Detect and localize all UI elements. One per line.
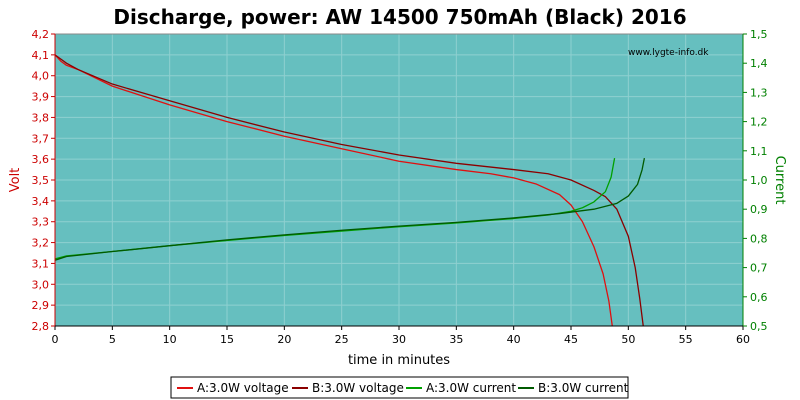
y-left-tick-label-8: 3,6 — [32, 153, 50, 166]
y-left-tick-label-6: 3,4 — [32, 195, 50, 208]
legend-item-b-voltage: B:3.0W voltage — [292, 381, 404, 395]
y-left-tick-label-0: 2,8 — [32, 320, 50, 333]
y-left-tick-label-7: 3,5 — [32, 174, 50, 187]
y-right-tick-label-6: 1,1 — [750, 145, 768, 158]
series-layer — [54, 54, 646, 327]
x-tick-label-8: 40 — [507, 333, 521, 346]
y-right-tick-label-7: 1,2 — [750, 116, 768, 129]
y-left-tick-label-3: 3,1 — [32, 257, 50, 270]
x-tick-label-1: 5 — [109, 333, 116, 346]
y-left-tick-label-10: 3,8 — [32, 111, 50, 124]
series-line-b-current — [54, 157, 646, 261]
legend-item-a-voltage: A:3.0W voltage — [177, 381, 289, 395]
y-right-tick-label-2: 0,7 — [750, 262, 768, 275]
y-right-tick-label-10: 1,5 — [750, 28, 768, 41]
y-right-tick-label-4: 0,9 — [750, 203, 768, 216]
y-right-tick-label-1: 0,6 — [750, 291, 768, 304]
legend-box — [170, 376, 629, 399]
x-tick-label-4: 20 — [277, 333, 291, 346]
axis-ticks: 0 5 10 15 20 25 30 35 40 45 50 55 60 2,8 2,9 3,0 3,1 3,2 3… — [32, 28, 768, 346]
y-axis-title-left: Volt — [8, 168, 23, 193]
legend-label-b-voltage: B:3.0W voltage — [312, 381, 404, 395]
y-right-tick-label-0: 0,5 — [750, 320, 768, 333]
legend-item-b-current: B:3.0W current — [518, 381, 629, 395]
y-right-tick-label-5: 1,0 — [750, 174, 768, 187]
x-tick-label-2: 10 — [163, 333, 177, 346]
legend-label-a-voltage: A:3.0W voltage — [197, 381, 289, 395]
y-right-tick-label-9: 1,4 — [750, 57, 768, 70]
y-axis-title-right: Current — [772, 156, 787, 205]
x-axis-title: time in minutes — [348, 353, 450, 368]
y-left-tick-label-9: 3,7 — [32, 132, 50, 145]
x-tick-label-6: 30 — [392, 333, 406, 346]
legend-label-a-current: A:3.0W current — [426, 381, 516, 395]
x-tick-label-10: 50 — [621, 333, 635, 346]
x-tick-label-5: 25 — [335, 333, 349, 346]
chart-title: Discharge, power: AW 14500 750mAh (Black… — [113, 5, 686, 29]
x-tick-label-0: 0 — [52, 333, 59, 346]
y-left-tick-label-13: 4,1 — [32, 49, 50, 62]
watermark: www.lygte-info.dk — [628, 48, 709, 58]
legend-label-b-current: B:3.0W current — [538, 381, 629, 395]
y-right-tick-label-3: 0,8 — [750, 232, 768, 245]
y-left-tick-label-11: 3,9 — [32, 91, 50, 104]
y-right-tick-label-8: 1,3 — [750, 86, 768, 99]
legend-item-a-current: A:3.0W current — [406, 381, 516, 395]
series-line-b-voltage — [54, 54, 644, 327]
x-tick-label-11: 55 — [679, 333, 693, 346]
y-left-tick-label-2: 3,0 — [32, 278, 50, 291]
legend: A:3.0W voltage B:3.0W voltage A:3.0W cur… — [170, 376, 629, 399]
y-left-tick-label-14: 4,2 — [32, 28, 50, 41]
x-tick-label-3: 15 — [220, 333, 234, 346]
x-tick-label-12: 60 — [736, 333, 750, 346]
y-left-tick-label-1: 2,9 — [32, 299, 50, 312]
y-left-tick-label-4: 3,2 — [32, 237, 50, 250]
x-tick-label-9: 45 — [564, 333, 578, 346]
y-left-tick-label-5: 3,3 — [32, 216, 50, 229]
y-left-tick-label-12: 4,0 — [32, 70, 50, 83]
x-tick-label-7: 35 — [449, 333, 463, 346]
